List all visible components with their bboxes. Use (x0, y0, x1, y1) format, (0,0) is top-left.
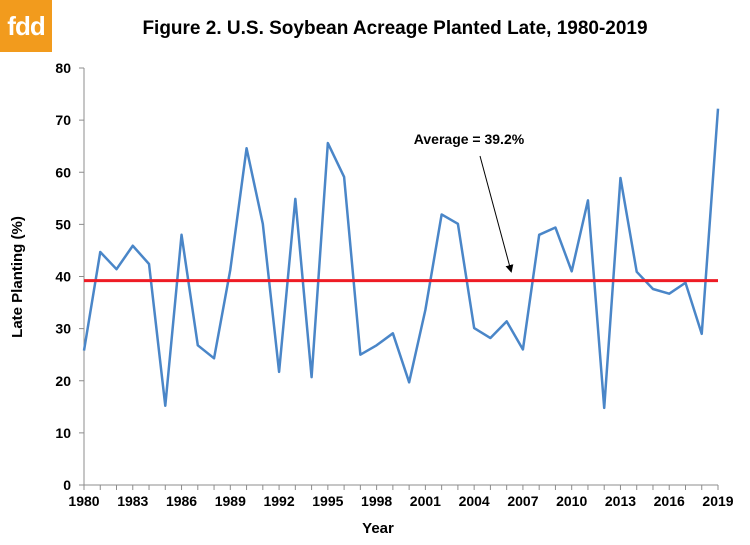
x-tick-label: 2016 (654, 493, 685, 509)
y-tick-label: 0 (63, 477, 71, 493)
y-tick-label: 30 (55, 321, 71, 337)
x-tick-label: 1995 (312, 493, 343, 509)
y-tick-label: 50 (55, 216, 71, 232)
x-axis: 1980 1983 1986 1989 1992 1995 1998 2001 2004 2007… (68, 484, 734, 509)
y-tick-label: 60 (55, 164, 71, 180)
series-line (82, 108, 720, 410)
y-tick-label: 20 (55, 373, 71, 389)
average-annotation: Average = 39.2% (414, 131, 525, 147)
y-axis: 0 10 20 30 40 50 60 70 80 (55, 60, 85, 493)
x-axis-label: Year (362, 520, 394, 537)
y-tick-label: 10 (55, 425, 71, 441)
x-tick-label: 2010 (556, 493, 587, 509)
plot-area (82, 108, 720, 410)
chart-title: Figure 2. U.S. Soybean Acreage Planted L… (142, 18, 647, 39)
x-tick-label: 1980 (68, 493, 99, 509)
y-tick-label: 40 (55, 269, 71, 285)
x-tick-label: 2019 (702, 493, 733, 509)
y-tick-label: 80 (55, 60, 71, 76)
x-tick-label: 2004 (459, 493, 490, 509)
annotation-arrow (479, 155, 514, 273)
y-tick-label: 70 (55, 112, 71, 128)
x-tick-label: 1992 (263, 493, 294, 509)
x-tick-label: 1998 (361, 493, 392, 509)
x-tick-label: 2013 (605, 493, 636, 509)
x-tick-label: 2007 (507, 493, 538, 509)
x-tick-label: 2001 (410, 493, 441, 509)
x-tick-label: 1986 (166, 493, 197, 509)
x-tick-label: 1989 (215, 493, 246, 509)
y-axis-label: Late Planting (%) (9, 216, 26, 338)
fdd-logo: fdd (0, 0, 52, 52)
x-tick-label: 1983 (117, 493, 148, 509)
